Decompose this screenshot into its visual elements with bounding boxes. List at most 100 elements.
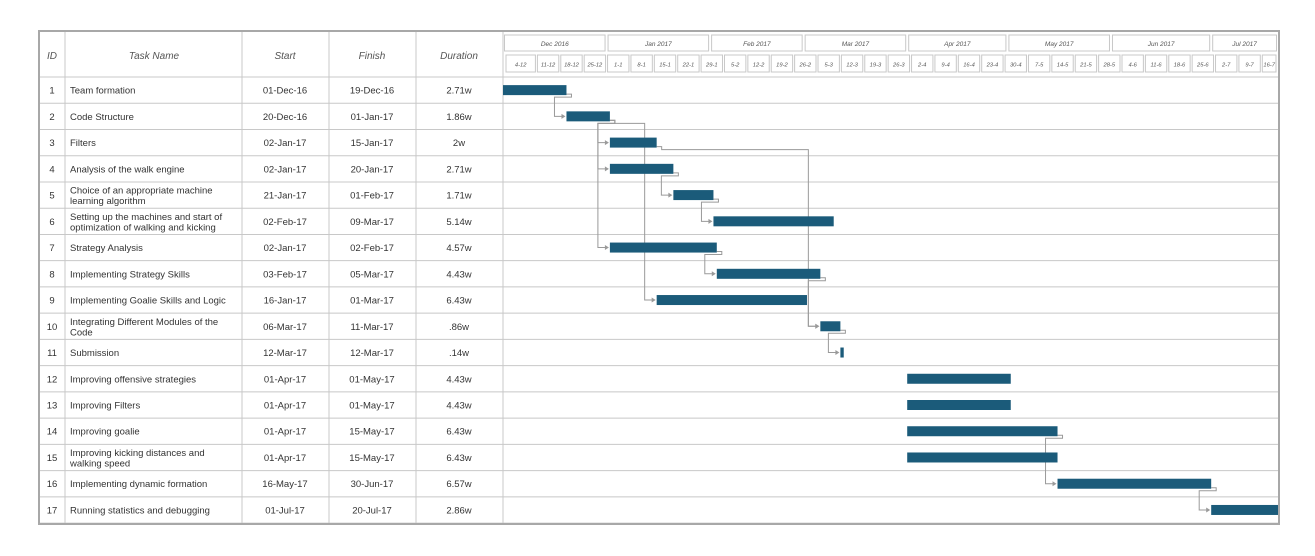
task-duration: 5.14w	[446, 217, 471, 228]
task-duration: 1.71w	[446, 191, 471, 202]
week-cell	[630, 54, 653, 73]
dependency-link	[700, 198, 719, 222]
task-start: 01-Apr-17	[264, 401, 306, 412]
week-cell	[505, 54, 536, 73]
week-label: 2-4	[917, 63, 926, 69]
week-label: 28-5	[1102, 63, 1115, 69]
task-finish: 15-May-17	[349, 427, 394, 438]
week-label: 8-1	[637, 63, 645, 69]
column-header-task-name: Task Name	[129, 51, 180, 62]
week-cell	[1074, 54, 1098, 73]
week-label: 5-3	[825, 63, 834, 69]
task-name: Filters	[70, 138, 96, 149]
task-table: 1 Team formation 01-Dec-16 19-Dec-16 2.71w 2 C…	[47, 86, 472, 517]
task-id: 14	[47, 427, 58, 438]
task-finish: 19-Dec-16	[350, 86, 394, 97]
week-label: 21-5	[1079, 63, 1092, 69]
task-start: 01-Dec-16	[263, 86, 307, 97]
week-cell	[723, 54, 747, 73]
task-id: 5	[49, 191, 54, 202]
task-name: Code Structure	[70, 112, 134, 123]
task-duration: 2.71w	[446, 164, 471, 175]
week-label: 11-12	[541, 63, 556, 69]
timeline-header: Dec 2016 Jan 2017 Feb 2017 Mar 2017 Apr 2017…	[504, 34, 1278, 73]
task-name: Implementing Goalie Skills and Logic	[70, 296, 226, 307]
month-cell	[1111, 34, 1211, 52]
dependency-arrow	[561, 113, 566, 119]
week-cell	[1261, 54, 1277, 73]
task-id: 15	[47, 453, 58, 464]
week-cell	[1027, 54, 1051, 73]
week-label: 15-1	[659, 63, 671, 69]
task-name: Improving offensive strategies	[70, 374, 196, 385]
task-id: 16	[47, 479, 58, 490]
week-label: 29-1	[705, 63, 718, 69]
week-cell	[1098, 54, 1121, 73]
task-bar	[716, 268, 821, 279]
task-id: 12	[47, 374, 58, 385]
task-bar	[907, 426, 1058, 437]
dependency-link	[1045, 434, 1064, 485]
week-label: 7-5	[1035, 63, 1044, 69]
task-id: 1	[49, 86, 54, 97]
week-label: 5-2	[731, 63, 740, 69]
task-start: 02-Jan-17	[264, 138, 307, 149]
week-cell	[911, 54, 934, 73]
dependency-arrow	[1206, 507, 1211, 513]
month-label: Jan 2017	[644, 41, 672, 48]
dependency-link	[660, 172, 679, 196]
task-finish: 20-Jan-17	[351, 164, 394, 175]
task-finish: 01-May-17	[349, 401, 394, 412]
task-finish: 09-Mar-17	[350, 217, 394, 228]
task-name: Team formation	[70, 86, 135, 97]
week-label: 16-7	[1263, 63, 1275, 69]
task-start: 02-Jan-17	[264, 243, 307, 254]
task-bar	[907, 373, 1011, 384]
task-duration: 4.43w	[446, 401, 471, 412]
task-finish: 30-Jun-17	[351, 479, 394, 490]
task-id: 7	[49, 243, 54, 254]
week-label: 12-2	[753, 63, 765, 69]
task-start: 02-Jan-17	[264, 164, 307, 175]
month-label: May 2017	[1045, 41, 1074, 48]
dependency-arrow	[604, 245, 609, 251]
column-header-duration: Duration	[440, 51, 478, 62]
task-duration: 2.71w	[446, 86, 471, 97]
month-cell	[908, 34, 1007, 52]
gantt-chart-frame: ID Task Name Start Finish Duration Dec 2…	[38, 30, 1280, 525]
dependency-arrow	[651, 297, 656, 303]
dependency-link	[807, 277, 826, 327]
dependency-arrow	[815, 323, 820, 329]
month-label: Jun 2017	[1147, 41, 1175, 48]
week-label: 11-6	[1150, 63, 1162, 69]
dependency-links	[553, 93, 1217, 513]
week-label: 14-5	[1057, 63, 1069, 69]
month-cell	[711, 34, 803, 52]
week-cell	[817, 54, 840, 73]
task-start: 01-Apr-17	[264, 453, 306, 464]
task-bar	[673, 190, 714, 201]
week-label: 22-1	[682, 63, 695, 69]
week-cell	[794, 54, 817, 73]
task-duration: 4.43w	[446, 374, 471, 385]
task-bar	[1057, 478, 1212, 489]
task-finish: 05-Mar-17	[350, 269, 394, 280]
task-start: 06-Mar-17	[263, 322, 307, 333]
week-cell	[1004, 54, 1027, 73]
task-name: Improving goalie	[70, 427, 140, 438]
task-name: Improving kicking distances and walking s…	[69, 448, 205, 470]
week-cell	[653, 54, 677, 73]
task-start: 16-May-17	[262, 479, 307, 490]
task-bar	[907, 452, 1058, 463]
task-finish: 01-May-17	[349, 374, 394, 385]
dependency-link	[553, 93, 572, 117]
task-name: Implementing Strategy Skills	[70, 269, 190, 280]
task-duration: 2.86w	[446, 505, 471, 516]
week-cell	[677, 54, 700, 73]
dependency-arrow	[708, 218, 713, 224]
column-header-finish: Finish	[359, 51, 386, 62]
week-label: 25-12	[586, 63, 603, 69]
dependency-arrow	[711, 271, 716, 277]
task-duration: .86w	[449, 322, 469, 333]
header-layer: ID Task Name Start Finish Duration	[47, 51, 478, 62]
